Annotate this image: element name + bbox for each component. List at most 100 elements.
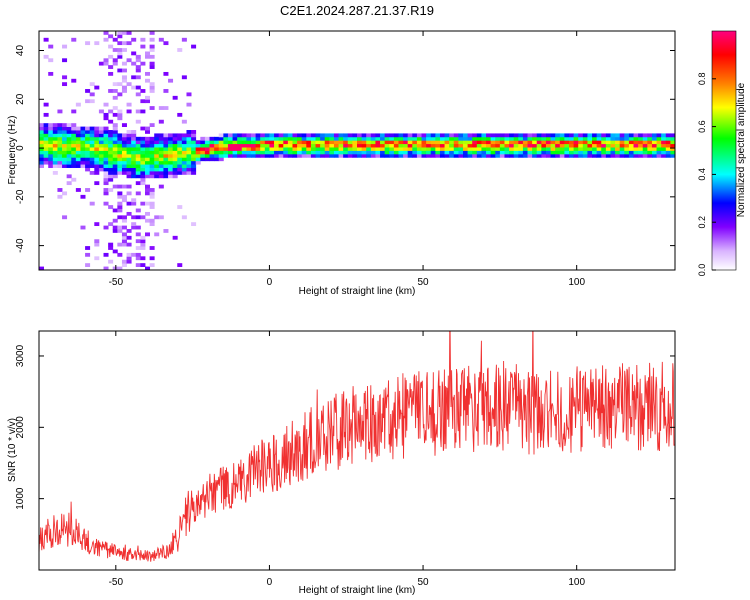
- heatmap-cell: [522, 143, 528, 148]
- heatmap-cell: [592, 140, 598, 145]
- heatmap-cell: [177, 133, 183, 138]
- heatmap-cell: [158, 167, 164, 172]
- heatmap-cell: [177, 157, 183, 162]
- heatmap-cell: [145, 167, 151, 172]
- heatmap-cell: [103, 174, 109, 179]
- heatmap-cell: [117, 184, 123, 189]
- heatmap-cell: [191, 157, 197, 162]
- heatmap-cell: [237, 150, 243, 155]
- heatmap-cell: [569, 143, 575, 148]
- heatmap-cell: [149, 164, 155, 168]
- heatmap-cell: [274, 133, 280, 138]
- heatmap-cell: [117, 167, 123, 172]
- heatmap-cell: [158, 215, 164, 220]
- heatmap-cell: [89, 92, 95, 97]
- heatmap-cell: [237, 153, 243, 158]
- heatmap-cell: [333, 153, 339, 158]
- heatmap-cell: [52, 130, 58, 134]
- heatmap-cell: [463, 147, 469, 151]
- heatmap-cell: [186, 160, 192, 165]
- heatmap-cell: [490, 147, 496, 151]
- heatmap-cell: [108, 133, 114, 138]
- heatmap-cell: [186, 157, 192, 162]
- heatmap-cell: [172, 150, 178, 155]
- heatmap-cell: [52, 140, 58, 145]
- heatmap-cell: [149, 136, 155, 141]
- heatmap-cell: [453, 147, 459, 151]
- heatmap-cell: [43, 143, 49, 148]
- heatmap-cell: [149, 82, 155, 87]
- heatmap-cell: [163, 133, 169, 138]
- heatmap-cell: [62, 126, 68, 131]
- heatmap-cell: [269, 133, 275, 138]
- heatmap-cell: [85, 150, 91, 155]
- heatmap-cell: [504, 147, 510, 151]
- heatmap-cell: [264, 140, 270, 145]
- heatmap-cell: [357, 143, 363, 148]
- heatmap-cell: [48, 136, 54, 141]
- heatmap-cell: [140, 256, 146, 261]
- heatmap-cell: [149, 170, 155, 175]
- heatmap-cell: [48, 164, 54, 168]
- heatmap-cell: [191, 170, 197, 175]
- heatmap-cell: [135, 140, 141, 145]
- heatmap-cell: [112, 140, 118, 145]
- heatmap-cell: [85, 246, 91, 250]
- heatmap-cell: [94, 150, 100, 155]
- heatmap-cell: [610, 143, 616, 148]
- heatmap-cell: [578, 143, 584, 148]
- heatmap-cell: [140, 246, 146, 250]
- heatmap-cell: [117, 266, 123, 270]
- heatmap-cell: [416, 153, 422, 158]
- heatmap-cell: [320, 150, 326, 155]
- heatmap-cell: [389, 143, 395, 148]
- heatmap-cell: [39, 136, 45, 141]
- heatmap-cell: [472, 150, 478, 155]
- heatmap-cell: [163, 174, 169, 179]
- heatmap-cell: [57, 136, 63, 141]
- heatmap-cell: [191, 143, 197, 148]
- heatmap-cell: [108, 170, 114, 175]
- heatmap-cell: [145, 157, 151, 162]
- heatmap-cell: [108, 164, 114, 168]
- heatmap-cell: [62, 143, 68, 148]
- heatmap-cell: [214, 140, 220, 145]
- heatmap-cell: [223, 153, 229, 158]
- heatmap-cell: [601, 136, 607, 141]
- heatmap-cell: [172, 147, 178, 151]
- heatmap-cell: [384, 150, 390, 155]
- heatmap-cell: [186, 136, 192, 141]
- heatmap-cell: [48, 160, 54, 165]
- heatmap-cell: [89, 160, 95, 165]
- heatmap-cell: [195, 140, 201, 145]
- heatmap-cell: [75, 136, 81, 141]
- heatmap-cell: [145, 211, 151, 216]
- heatmap-cell: [121, 184, 127, 189]
- heatmap-cell: [269, 153, 275, 158]
- heatmap-cell: [135, 181, 141, 186]
- heatmap-cell: [135, 109, 141, 114]
- heatmap-cell: [472, 140, 478, 145]
- heatmap-cell: [154, 170, 160, 175]
- heatmap-cell: [62, 130, 68, 134]
- heatmap-cell: [476, 136, 482, 141]
- heatmap-cell: [158, 153, 164, 158]
- heatmap-cell: [527, 150, 533, 155]
- heatmap-cell: [121, 61, 127, 66]
- heatmap-cell: [596, 147, 602, 151]
- heatmap-cell: [416, 133, 422, 138]
- heatmap-cell: [642, 133, 648, 138]
- heatmap-cell: [89, 136, 95, 141]
- heatmap-cell: [94, 85, 100, 90]
- heatmap-cell: [278, 143, 284, 148]
- heatmap-cell: [140, 235, 146, 240]
- snr-y-tick-label: 1000: [15, 487, 26, 510]
- snr-y-axis-label: SNR (10 * v/v): [7, 418, 18, 482]
- heatmap-cell: [444, 150, 450, 155]
- heatmap-cell: [564, 140, 570, 145]
- heatmap-cell: [499, 150, 505, 155]
- heatmap-cell: [103, 102, 109, 107]
- colorbar-tick-label: 0.4: [697, 168, 707, 181]
- heatmap-cell: [108, 188, 114, 192]
- heatmap-cell: [610, 136, 616, 141]
